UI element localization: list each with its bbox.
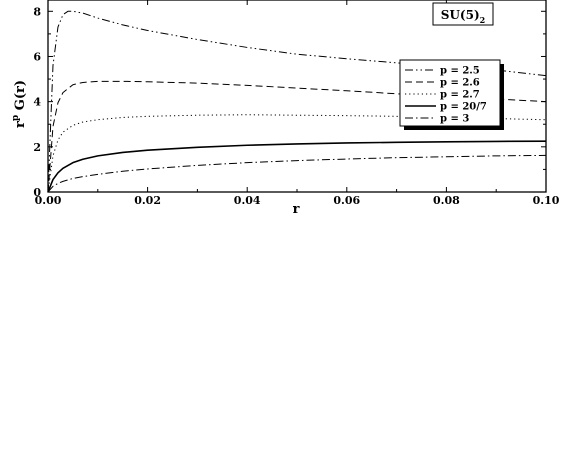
y-axis-label: rp G(r) (11, 80, 28, 128)
legend: p = 2.5p = 2.6p = 2.7p = 20/7p = 3 (399, 59, 504, 130)
x-tick-label: 0.02 (134, 194, 161, 207)
y-tick-label: 0 (33, 186, 41, 199)
x-tick-label: 0.00 (35, 194, 62, 207)
y-tick-label: 6 (33, 50, 41, 63)
y-axis-label-superscript: p (11, 115, 21, 121)
y-tick-label: 2 (33, 141, 41, 154)
series-line-4 (47, 140, 547, 193)
y-tick-label: 8 (33, 5, 41, 18)
legend-label: p = 3 (440, 114, 469, 125)
x-tick-label: 0.10 (533, 194, 560, 207)
x-axis-label: r (293, 202, 300, 217)
legend-box (399, 59, 501, 127)
axis-ticks: 0.00 0.02 0.04 0.06 0.08 0.10 0 2 4 6 8 (33, 0, 560, 207)
x-tick-label: 0.04 (234, 194, 261, 207)
series-line-3 (47, 114, 547, 193)
legend-label: p = 2.6 (440, 78, 480, 89)
x-tick-label: 0.08 (433, 194, 460, 207)
panel-label-main: SU(5) (441, 8, 480, 22)
panel-label-box: SU(5)2 (432, 2, 494, 26)
y-axis-label-main: r (13, 121, 28, 128)
legend-label: p = 20/7 (440, 102, 487, 113)
y-tick-label: 4 (33, 96, 41, 109)
panel-label-subscript: 2 (480, 15, 486, 25)
series-line-5 (47, 154, 547, 193)
legend-label: p = 2.7 (440, 90, 480, 101)
x-tick-label: 0.06 (333, 194, 360, 207)
panel-label: SU(5)2 (441, 8, 485, 25)
y-axis-label-rest: G(r) (13, 80, 28, 115)
legend-label: p = 2.5 (440, 66, 480, 77)
